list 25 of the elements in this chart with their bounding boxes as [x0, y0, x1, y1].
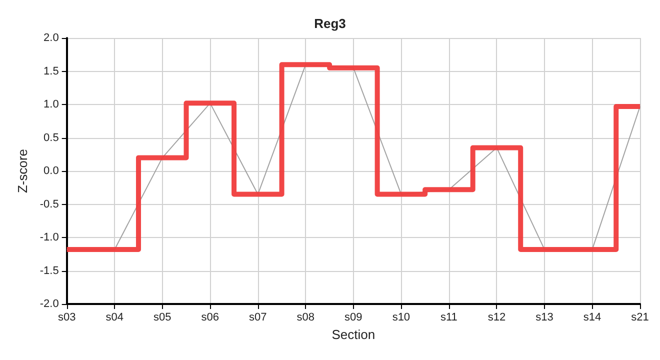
x-tick-label: s07	[249, 312, 267, 324]
y-tick-label: 0.5	[44, 132, 59, 144]
x-tick-label: s08	[296, 312, 315, 324]
chart-title: Reg3	[314, 16, 346, 31]
y-tick-label: 0.0	[44, 165, 59, 177]
x-tick-label: s11	[440, 312, 458, 324]
x-tick-label: s04	[106, 312, 124, 324]
y-axis-title: Z-score	[15, 148, 30, 194]
x-tick-label: s13	[536, 312, 554, 324]
x-axis-title: Section	[332, 326, 376, 342]
y-tick-label: 2.0	[44, 32, 59, 44]
x-tick-label: s12	[488, 312, 506, 324]
y-tick-label: -0.5	[40, 198, 59, 210]
x-tick-label: s05	[154, 312, 172, 324]
x-tick-label: s09	[344, 312, 362, 324]
x-tick-label: s06	[201, 312, 220, 324]
x-tick-label: s03	[58, 312, 76, 324]
y-tick-label: -1.0	[40, 232, 59, 244]
y-tick-label: 1.5	[44, 65, 59, 78]
y-tick-label: -2.0	[40, 298, 59, 310]
x-tick-label: s14	[583, 312, 602, 324]
y-tick-label: -1.5	[40, 264, 59, 277]
x-tick-label: s21	[631, 312, 649, 324]
x-tick-label: s10	[392, 312, 410, 324]
y-tick-label: 1.0	[44, 98, 59, 110]
